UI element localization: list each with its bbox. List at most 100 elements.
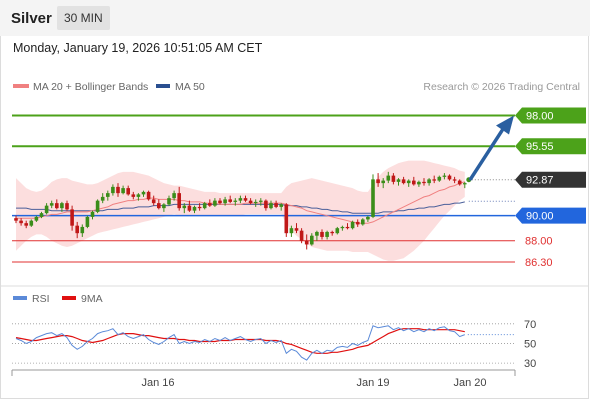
rsi-line bbox=[15, 325, 465, 361]
candle-body bbox=[259, 200, 263, 202]
ma20-line bbox=[16, 181, 465, 224]
candle-body bbox=[422, 181, 426, 184]
x-tick-jan16: Jan 16 bbox=[141, 377, 174, 389]
candle-body bbox=[14, 218, 18, 221]
candle-body bbox=[111, 186, 115, 194]
candle-body bbox=[141, 191, 146, 195]
price-pane: 98.00 95.55 92.87 90.00 88.00 86.30 bbox=[12, 107, 586, 269]
level-label-95-55: 95.55 bbox=[526, 141, 554, 153]
candle-body bbox=[371, 179, 375, 217]
level-tag-95-55 bbox=[515, 138, 586, 155]
candle-body bbox=[304, 240, 309, 245]
candle-body bbox=[116, 186, 120, 194]
candle-body bbox=[452, 179, 457, 181]
rsi-tick-70: 70 bbox=[524, 319, 536, 331]
candle-body bbox=[243, 198, 248, 201]
level-label-92-87: 92.87 bbox=[526, 175, 554, 187]
candle-body bbox=[366, 216, 370, 220]
level-label-98-00: 98.00 bbox=[526, 111, 554, 123]
candle-body bbox=[106, 193, 110, 197]
candle-body bbox=[233, 200, 238, 202]
candle-body bbox=[213, 200, 217, 206]
candle-body bbox=[162, 204, 166, 209]
level-tag-90-00 bbox=[515, 207, 586, 224]
candle-body bbox=[126, 188, 130, 195]
candle-body bbox=[34, 216, 39, 221]
bollinger-legend-label: MA 20 + Bollinger Bands bbox=[33, 81, 148, 93]
candle-body bbox=[218, 200, 222, 204]
candle-body bbox=[238, 198, 243, 201]
candle-body bbox=[157, 203, 161, 209]
candle-body bbox=[80, 226, 85, 234]
candle-body bbox=[361, 219, 365, 225]
candle-body bbox=[192, 206, 197, 211]
research-credit: Research © 2026 Trading Central bbox=[423, 81, 580, 93]
level-label-86-30: 86.30 bbox=[525, 257, 553, 269]
candle-body bbox=[228, 199, 232, 202]
candle-body bbox=[49, 203, 54, 206]
candle-body bbox=[406, 180, 411, 184]
candle-body bbox=[75, 225, 79, 234]
candle-body bbox=[248, 200, 253, 204]
candle-body bbox=[350, 221, 355, 229]
candle-body bbox=[412, 180, 416, 185]
candle-body bbox=[391, 175, 396, 182]
candle-body bbox=[85, 216, 90, 227]
candle-body bbox=[315, 231, 319, 236]
level-tag-98-00 bbox=[515, 107, 586, 124]
candle-body bbox=[197, 206, 202, 209]
candle-body bbox=[223, 199, 227, 204]
candle-body bbox=[396, 179, 401, 182]
candle-body bbox=[146, 191, 151, 200]
candle-body bbox=[294, 228, 299, 231]
forecast-arrow-shaft bbox=[469, 128, 504, 181]
level-tag-92-87 bbox=[515, 171, 586, 188]
candle-body bbox=[432, 179, 436, 181]
datetime-label: Monday, January 19, 2026 10:51:05 AM CET bbox=[13, 41, 263, 55]
candle-body bbox=[386, 175, 391, 181]
candle-body bbox=[187, 205, 192, 211]
candle-body bbox=[417, 181, 421, 185]
rsi-tick-50: 50 bbox=[524, 338, 536, 350]
candle-body bbox=[136, 194, 141, 197]
candle-body bbox=[442, 175, 447, 177]
level-label-90-00: 90.00 bbox=[526, 211, 554, 223]
ma50-legend-label: MA 50 bbox=[175, 81, 205, 93]
candle-body bbox=[19, 220, 23, 224]
rsi-ma-legend-swatch bbox=[62, 296, 76, 300]
candle-body bbox=[121, 188, 125, 194]
candle-body bbox=[340, 226, 345, 229]
candle-body bbox=[381, 180, 385, 184]
rsi-ma-legend-label: 9MA bbox=[81, 293, 103, 305]
rsi-tick-30: 30 bbox=[524, 358, 536, 370]
instrument-title: Silver bbox=[11, 10, 52, 27]
candle-body bbox=[289, 228, 294, 234]
candle-body bbox=[437, 176, 442, 181]
candle-body bbox=[345, 226, 350, 229]
candle-body bbox=[284, 204, 289, 234]
candle-body bbox=[335, 228, 340, 234]
candle-body bbox=[172, 193, 176, 199]
candle-body bbox=[269, 203, 273, 209]
candle-body bbox=[202, 203, 207, 209]
candle-body bbox=[274, 203, 278, 207]
candle-body bbox=[208, 203, 212, 206]
candle-body bbox=[376, 179, 380, 184]
rsi-ma-line bbox=[15, 328, 465, 354]
candle-body bbox=[55, 203, 59, 209]
candle-body bbox=[401, 179, 406, 184]
x-tick-jan20: Jan 20 bbox=[453, 377, 486, 389]
rsi-pane: 70 50 30 bbox=[12, 319, 536, 370]
candle-body bbox=[264, 200, 268, 209]
timeframe-badge[interactable]: 30 MIN bbox=[57, 6, 110, 30]
candle-body bbox=[131, 194, 136, 197]
candle-body bbox=[90, 211, 95, 217]
candle-body bbox=[100, 196, 105, 201]
candle-body bbox=[427, 179, 431, 184]
candle-body bbox=[457, 180, 462, 185]
candle-body bbox=[325, 231, 329, 237]
candle-body bbox=[44, 205, 49, 214]
x-tick-jan19: Jan 19 bbox=[356, 377, 389, 389]
candle-body bbox=[279, 204, 283, 207]
